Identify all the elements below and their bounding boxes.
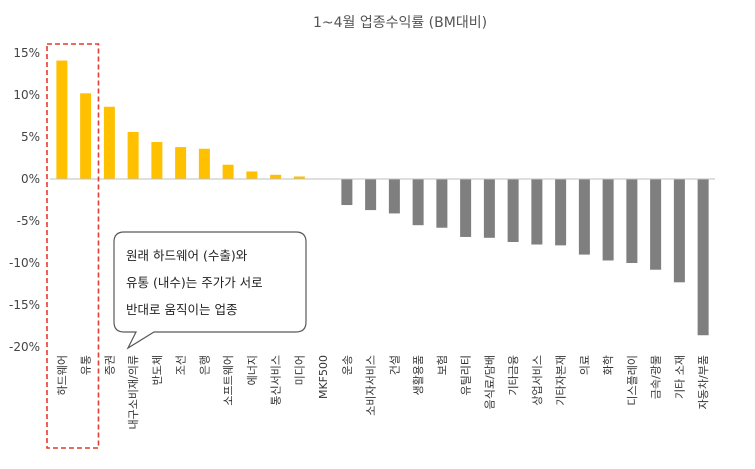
x-tick-label: 상업서비스 [531,355,544,406]
annotation-line-3: 반대로 움직이는 업종 [126,302,237,317]
bar [697,179,709,336]
bar [222,164,234,179]
x-tick-label: 반도체 [151,355,164,385]
x-tick-label: 유통 [80,355,93,375]
bar [80,93,92,179]
x-tick-label: 기타자본재 [555,355,568,406]
bar [578,179,590,255]
annotation-line-2: 유통 (내수)는 주가가 서로 [126,275,263,290]
x-tick-label: 은행 [198,355,211,375]
y-axis: 15% 10% 5% 0% -5% -10% -15% -20% [9,46,40,354]
annotation-callout: 원래 하드웨어 (수출)와 유통 (내수)는 주가가 서로 반대로 움직이는 업… [113,231,307,350]
bar [365,179,377,211]
bar [246,171,258,179]
x-tick-label: 소프트웨어 [222,355,235,406]
bars [56,60,709,336]
x-tick-label: 통신서비스 [270,355,283,406]
x-tick-label: 유틸리티 [460,355,473,395]
chart-title: 1~4월 업종수익률 (BM대비) [313,15,487,31]
bar [531,179,543,245]
x-tick-label: 운송 [341,355,354,375]
x-tick-label: 건설 [388,355,401,375]
x-axis-labels: 하드웨어 유통 증권 내구소비재/의류 반도체 조선 은행 소프트웨어 에너지 통신서비스 미디어 M… [55,355,710,430]
x-tick-label: 음식료/담배 [483,355,496,409]
y-tick-label: 15% [13,46,40,60]
x-tick-label: 생활용품 [411,355,425,395]
bar [602,179,614,261]
bar [483,179,495,238]
bar [412,179,424,226]
x-tick-label: 디스플레이 [626,355,639,406]
bar [127,131,139,179]
x-tick-label: 하드웨어 [55,355,69,395]
x-tick-label: 기타 소재 [673,355,686,399]
bar [650,179,662,270]
y-tick-label: -5% [17,214,40,228]
bar [341,179,353,206]
annotation-line-1: 원래 하드웨어 (수출)와 [126,248,248,263]
bar [293,176,305,179]
bar [555,179,567,246]
bar [460,179,472,237]
bar [388,179,400,214]
highlight-box [46,43,100,449]
y-tick-label: -15% [9,298,40,312]
bar [198,148,210,179]
x-tick-label: 금속/광물 [650,355,663,399]
bar [270,174,282,179]
x-tick-label: 에너지 [246,355,259,385]
y-tick-label: 0% [21,172,40,186]
x-tick-label: MKF500 [317,355,330,399]
y-tick-label: -20% [9,340,40,354]
bar [56,60,68,180]
bar [151,142,163,179]
x-tick-label: 보험 [436,355,449,375]
bar [507,179,519,242]
bar [626,179,638,263]
y-tick-label: 5% [21,130,40,144]
x-tick-label: 증권 [103,355,116,375]
x-tick-label: 내구소비재/의류 [127,355,140,430]
x-tick-label: 기타금융 [507,355,520,395]
bar [175,147,187,179]
speech-bubble [113,231,307,350]
bar [103,106,115,179]
x-tick-label: 의료 [578,355,591,375]
y-tick-label: -10% [9,256,40,270]
x-tick-label: 화학 [602,355,615,375]
bar [673,179,685,283]
x-tick-label: 조선 [175,355,188,375]
y-tick-label: 10% [13,88,40,102]
x-tick-label: 소비자서비스 [365,355,378,416]
x-tick-label: 미디어 [293,355,306,385]
bar [436,179,448,228]
x-tick-label: 자동차/부품 [697,355,710,409]
